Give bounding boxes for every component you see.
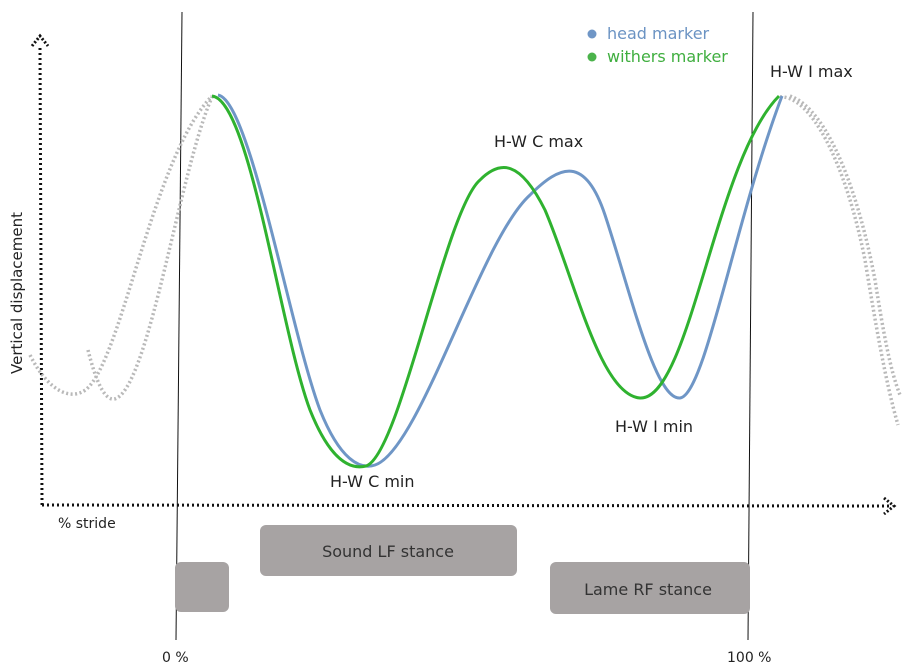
legend-head-label: head marker <box>607 24 710 43</box>
withers-dotted-extension-right <box>789 94 902 396</box>
x-axis <box>41 503 893 508</box>
legend-withers-label: withers marker <box>607 47 728 66</box>
legend-withers-dot <box>587 52 597 62</box>
head-marker-curve <box>217 93 784 468</box>
x-axis-arrowhead <box>883 496 897 516</box>
tick-zero-label: 0 % <box>162 650 189 665</box>
y-axis-arrowhead <box>30 33 50 47</box>
legend-head-dot <box>587 29 597 39</box>
stance-bar-partial <box>175 562 229 612</box>
hw-c-min-label: H-W C min <box>330 472 415 491</box>
hw-i-max-label: H-W I max <box>770 62 853 81</box>
tick-hundred-label: 100 % <box>727 650 771 665</box>
head-dotted-extension-left <box>86 96 214 401</box>
hundred-percent-line <box>747 11 754 641</box>
sound-lf-stance-label: Sound LF stance <box>322 542 454 561</box>
withers-marker-curve <box>211 94 781 469</box>
hw-c-max-label: H-W C max <box>494 132 583 151</box>
stance-bar-sound-lf <box>260 525 517 576</box>
head-dotted-extension-right <box>779 95 900 426</box>
y-axis-label: Vertical displacement <box>8 212 26 374</box>
stance-bar-lame-rf <box>550 562 750 614</box>
zero-percent-line <box>175 11 183 641</box>
y-axis <box>38 47 44 506</box>
hw-i-min-label: H-W I min <box>615 417 693 436</box>
withers-dotted-extension-left <box>28 94 214 396</box>
x-axis-label: % stride <box>58 516 116 532</box>
lame-rf-stance-label: Lame RF stance <box>584 580 712 599</box>
